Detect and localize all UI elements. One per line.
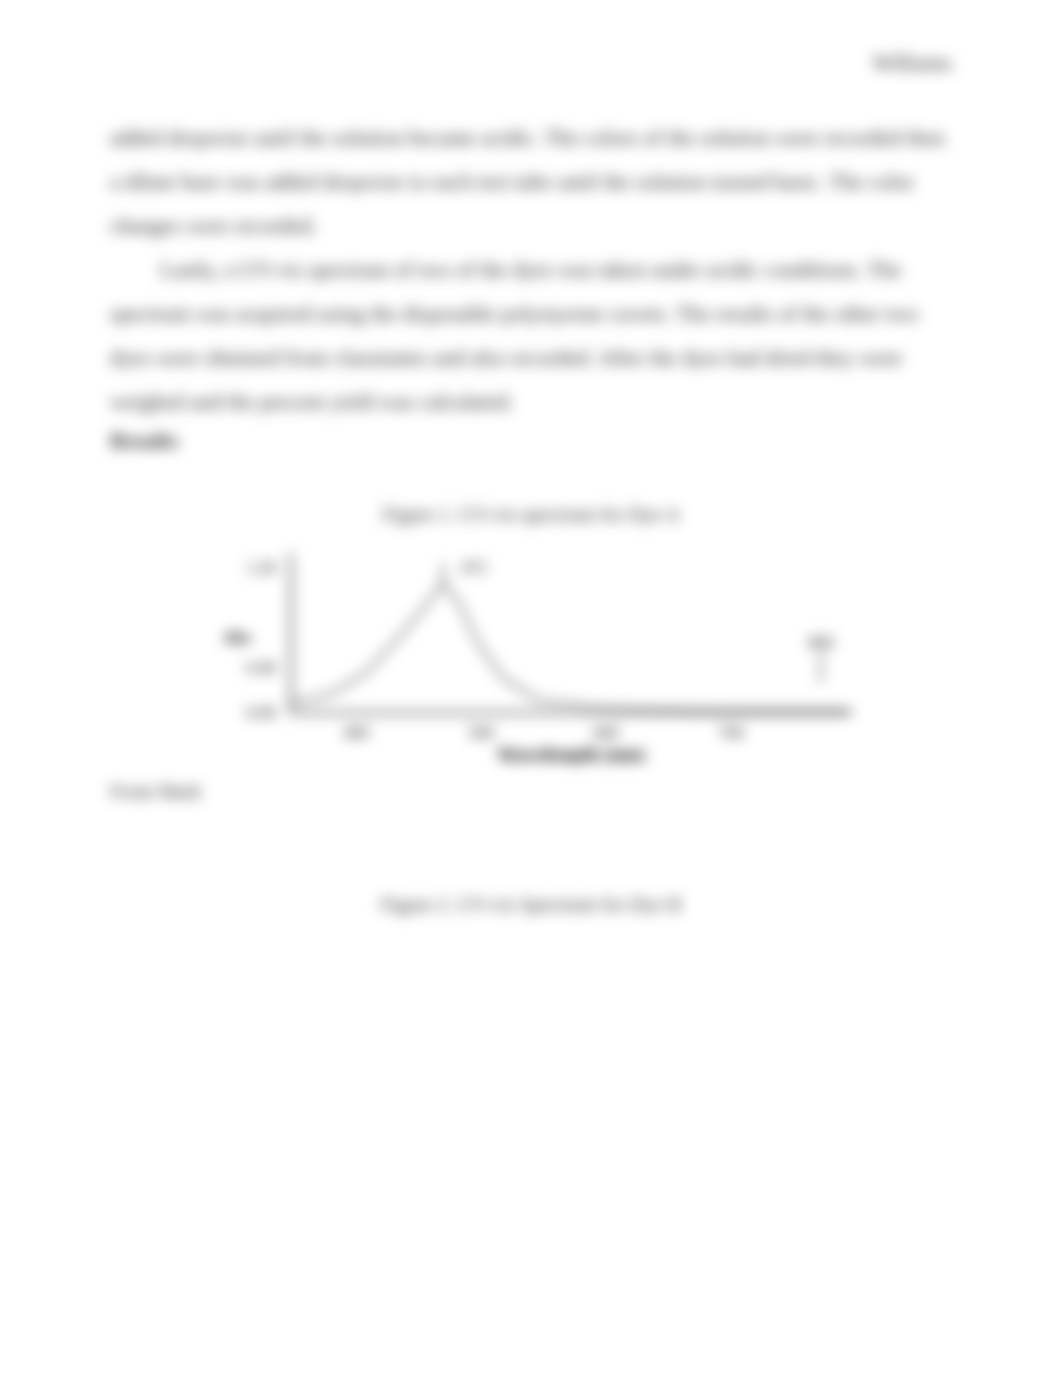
figure-1-caption: From Mark bbox=[110, 781, 952, 804]
page-header-name: Williams bbox=[110, 50, 952, 76]
plot-area: 1.20 Abs 0.40 0.00 400 500 600 700 Wavel… bbox=[223, 553, 851, 763]
paragraph-1: added dropwise until the solution became… bbox=[110, 116, 952, 248]
x-axis-label: Wavelength (nm) bbox=[497, 744, 644, 763]
document-page: Williams added dropwise until the soluti… bbox=[0, 0, 1062, 1376]
paragraph-2: Lastly, a UV-vis spectrum of two of the … bbox=[110, 248, 952, 424]
ytick-2: 0.40 bbox=[246, 658, 276, 677]
xtick-3: 700 bbox=[718, 723, 744, 742]
p2-line1: Lastly, a UV-vis spectrum of two of the … bbox=[160, 257, 902, 282]
xtick-0: 400 bbox=[343, 723, 369, 742]
p1-line3: changes were recorded. bbox=[110, 213, 317, 238]
xtick-1: 500 bbox=[468, 723, 494, 742]
uv-vis-chart: 1.20 Abs 0.40 0.00 400 500 600 700 Wavel… bbox=[181, 533, 881, 763]
p1-line2: dilute base was added dropwise to each t… bbox=[125, 169, 914, 194]
spectrum-line bbox=[291, 583, 851, 711]
xtick-2: 600 bbox=[593, 723, 619, 742]
ytick-0: 1.20 bbox=[246, 558, 276, 577]
end-label: 800 bbox=[808, 633, 834, 652]
figure-1-title: Figure 1. UV-vis spectrum for Dye A bbox=[110, 504, 952, 527]
y-axis-label: Abs bbox=[223, 628, 252, 647]
peak-label: 472 bbox=[461, 558, 487, 577]
figure-1: Figure 1. UV-vis spectrum for Dye A 1.20… bbox=[110, 504, 952, 804]
figure-2-title: Figure 2. UV-vis Spectrum for Dye B bbox=[110, 894, 952, 917]
results-heading: Results bbox=[110, 428, 952, 454]
ytick-3: 0.00 bbox=[246, 703, 276, 722]
p2-line4: and the percent yield was calculated. bbox=[190, 389, 514, 414]
